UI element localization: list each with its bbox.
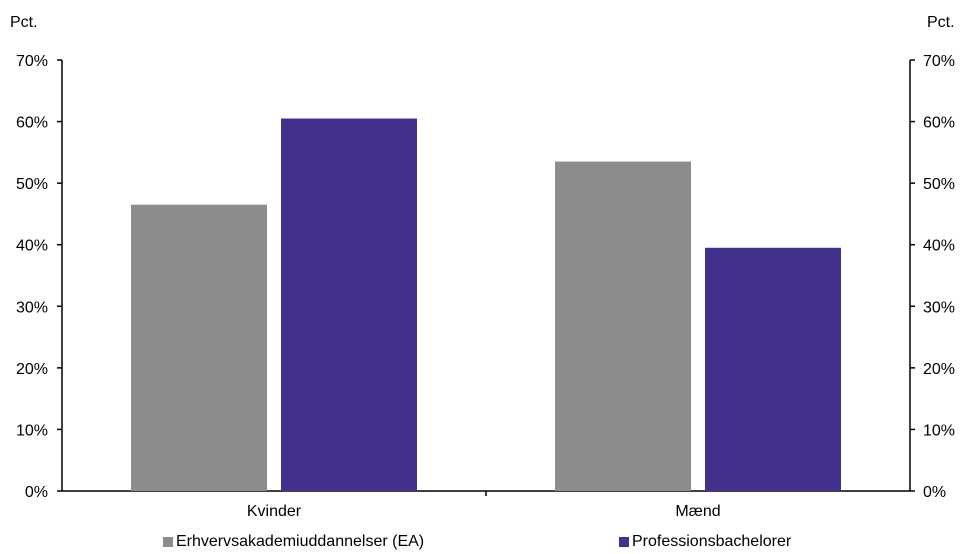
category-labels: Kvinder Mænd xyxy=(247,491,721,520)
right-tick-label: 50% xyxy=(923,176,955,193)
bar-mænd-series-1 xyxy=(705,247,841,491)
category-label: Mænd xyxy=(675,503,720,520)
bars xyxy=(131,118,841,492)
left-tick-label: 60% xyxy=(16,115,48,132)
left-tick-label: 50% xyxy=(16,176,48,193)
right-tick-label: 40% xyxy=(923,238,955,255)
right-tick-label: 0% xyxy=(923,484,946,501)
bar-kvinder-series-0 xyxy=(131,204,267,491)
left-tick-label: 10% xyxy=(16,422,48,439)
left-y-ticks: 0% 10% 20% 30% 40% 50% 60% 70% xyxy=(16,53,62,501)
category-label: Kvinder xyxy=(247,503,302,520)
legend-item-ea: Erhvervsakademiuddannelser (EA) xyxy=(163,533,424,551)
left-axis-unit-label: Pct. xyxy=(10,14,38,31)
legend-item-professionsbachelorer: Professionsbachelorer xyxy=(619,533,791,551)
legend: Erhvervsakademiuddannelser (EA) Professi… xyxy=(0,533,965,553)
left-tick-label: 20% xyxy=(16,361,48,378)
left-tick-label: 30% xyxy=(16,299,48,316)
bar-kvinder-series-1 xyxy=(281,118,417,491)
bar-mænd-series-0 xyxy=(555,161,691,492)
legend-label-ea: Erhvervsakademiuddannelser (EA) xyxy=(176,533,425,550)
right-tick-label: 10% xyxy=(923,422,955,439)
left-tick-label: 70% xyxy=(16,53,48,70)
right-tick-label: 20% xyxy=(923,361,955,378)
legend-swatch-professionsbachelorer xyxy=(619,537,629,547)
right-axis-unit-label: Pct. xyxy=(927,14,955,31)
legend-label-professionsbachelorer: Professionsbachelorer xyxy=(632,533,792,550)
right-tick-label: 70% xyxy=(923,53,955,70)
right-tick-label: 30% xyxy=(923,299,955,316)
left-tick-label: 0% xyxy=(25,484,48,501)
right-y-ticks: 0% 10% 20% 30% 40% 50% 60% 70% xyxy=(910,53,955,501)
left-tick-label: 40% xyxy=(16,238,48,255)
legend-swatch-ea xyxy=(163,537,173,547)
right-tick-label: 60% xyxy=(923,115,955,132)
